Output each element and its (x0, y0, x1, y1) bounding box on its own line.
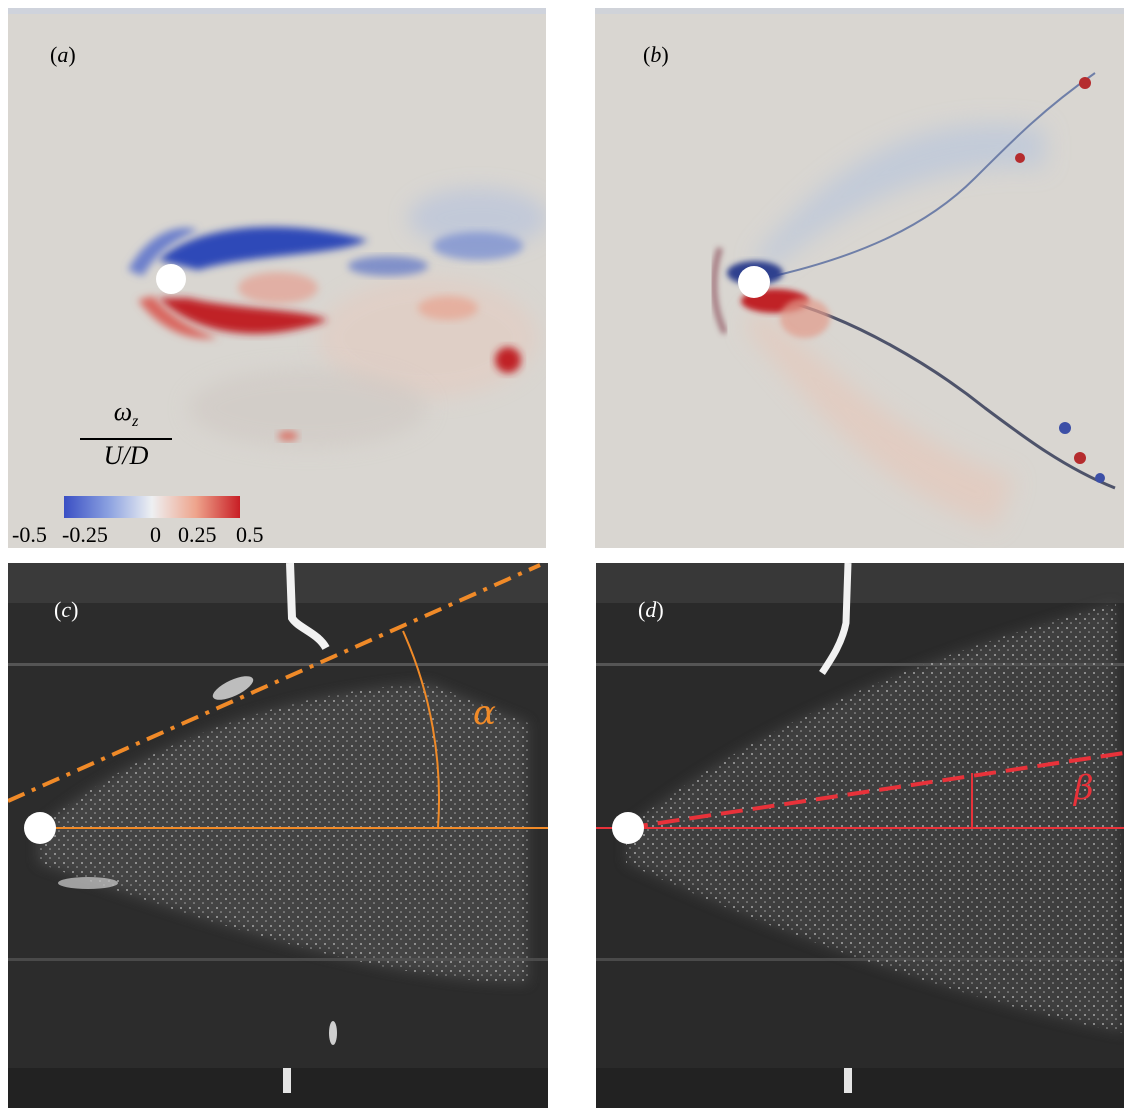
label-letter: d (645, 597, 657, 622)
panel-a-vorticity-field: (a) ωz U/D -0.5 -0.25 0 0.25 0.5 (8, 8, 546, 548)
beta-boundary-line (625, 751, 1124, 830)
cylinder-marker (612, 812, 644, 844)
flow-visualization-d (596, 563, 1124, 1108)
label-close: ) (656, 597, 664, 622)
colorbar-tick: 0 (150, 522, 161, 547)
label-close: ) (661, 42, 669, 67)
colorbar-tick: 0.25 (178, 522, 217, 547)
alpha-label: α (473, 693, 496, 733)
cylinder-marker (156, 264, 186, 294)
panel-label-c: (c) (54, 599, 78, 621)
colorbar-title: ωz U/D (80, 398, 172, 470)
label-open: ( (54, 597, 62, 622)
colorbar-fraction-line (80, 438, 172, 441)
panel-c-flow-visualization: (c) α (8, 563, 548, 1108)
panel-label-a: (a) (50, 44, 76, 66)
panel-label-b: (b) (643, 44, 669, 66)
flow-visualization-c (8, 563, 548, 1108)
panel-label-d: (d) (638, 599, 664, 621)
colorbar-tick: -0.5 (12, 522, 47, 547)
cylinder-marker (24, 812, 56, 844)
vorticity-field-b (595, 8, 1124, 548)
colorbar (64, 496, 240, 518)
colorbar-tick: -0.25 (62, 522, 108, 547)
alpha-arc (402, 630, 440, 829)
colorbar-numerator: ωz (113, 397, 139, 431)
beta-label: β (1074, 768, 1094, 808)
label-open: ( (50, 42, 58, 67)
label-letter: a (57, 42, 69, 67)
panel-d-flow-visualization: (d) β (596, 563, 1124, 1108)
label-close: ) (68, 42, 76, 67)
colorbar-tick: 0.5 (236, 522, 264, 547)
label-open: ( (638, 597, 646, 622)
label-letter: b (650, 42, 662, 67)
label-close: ) (71, 597, 79, 622)
cylinder-marker (738, 266, 770, 298)
alpha-boundary-line (8, 563, 541, 803)
panel-b-vorticity-field: (b) (595, 8, 1124, 548)
vorticity-field-a (8, 8, 546, 548)
label-open: ( (643, 42, 651, 67)
label-letter: c (61, 597, 72, 622)
colorbar-denominator: U/D (103, 441, 149, 471)
